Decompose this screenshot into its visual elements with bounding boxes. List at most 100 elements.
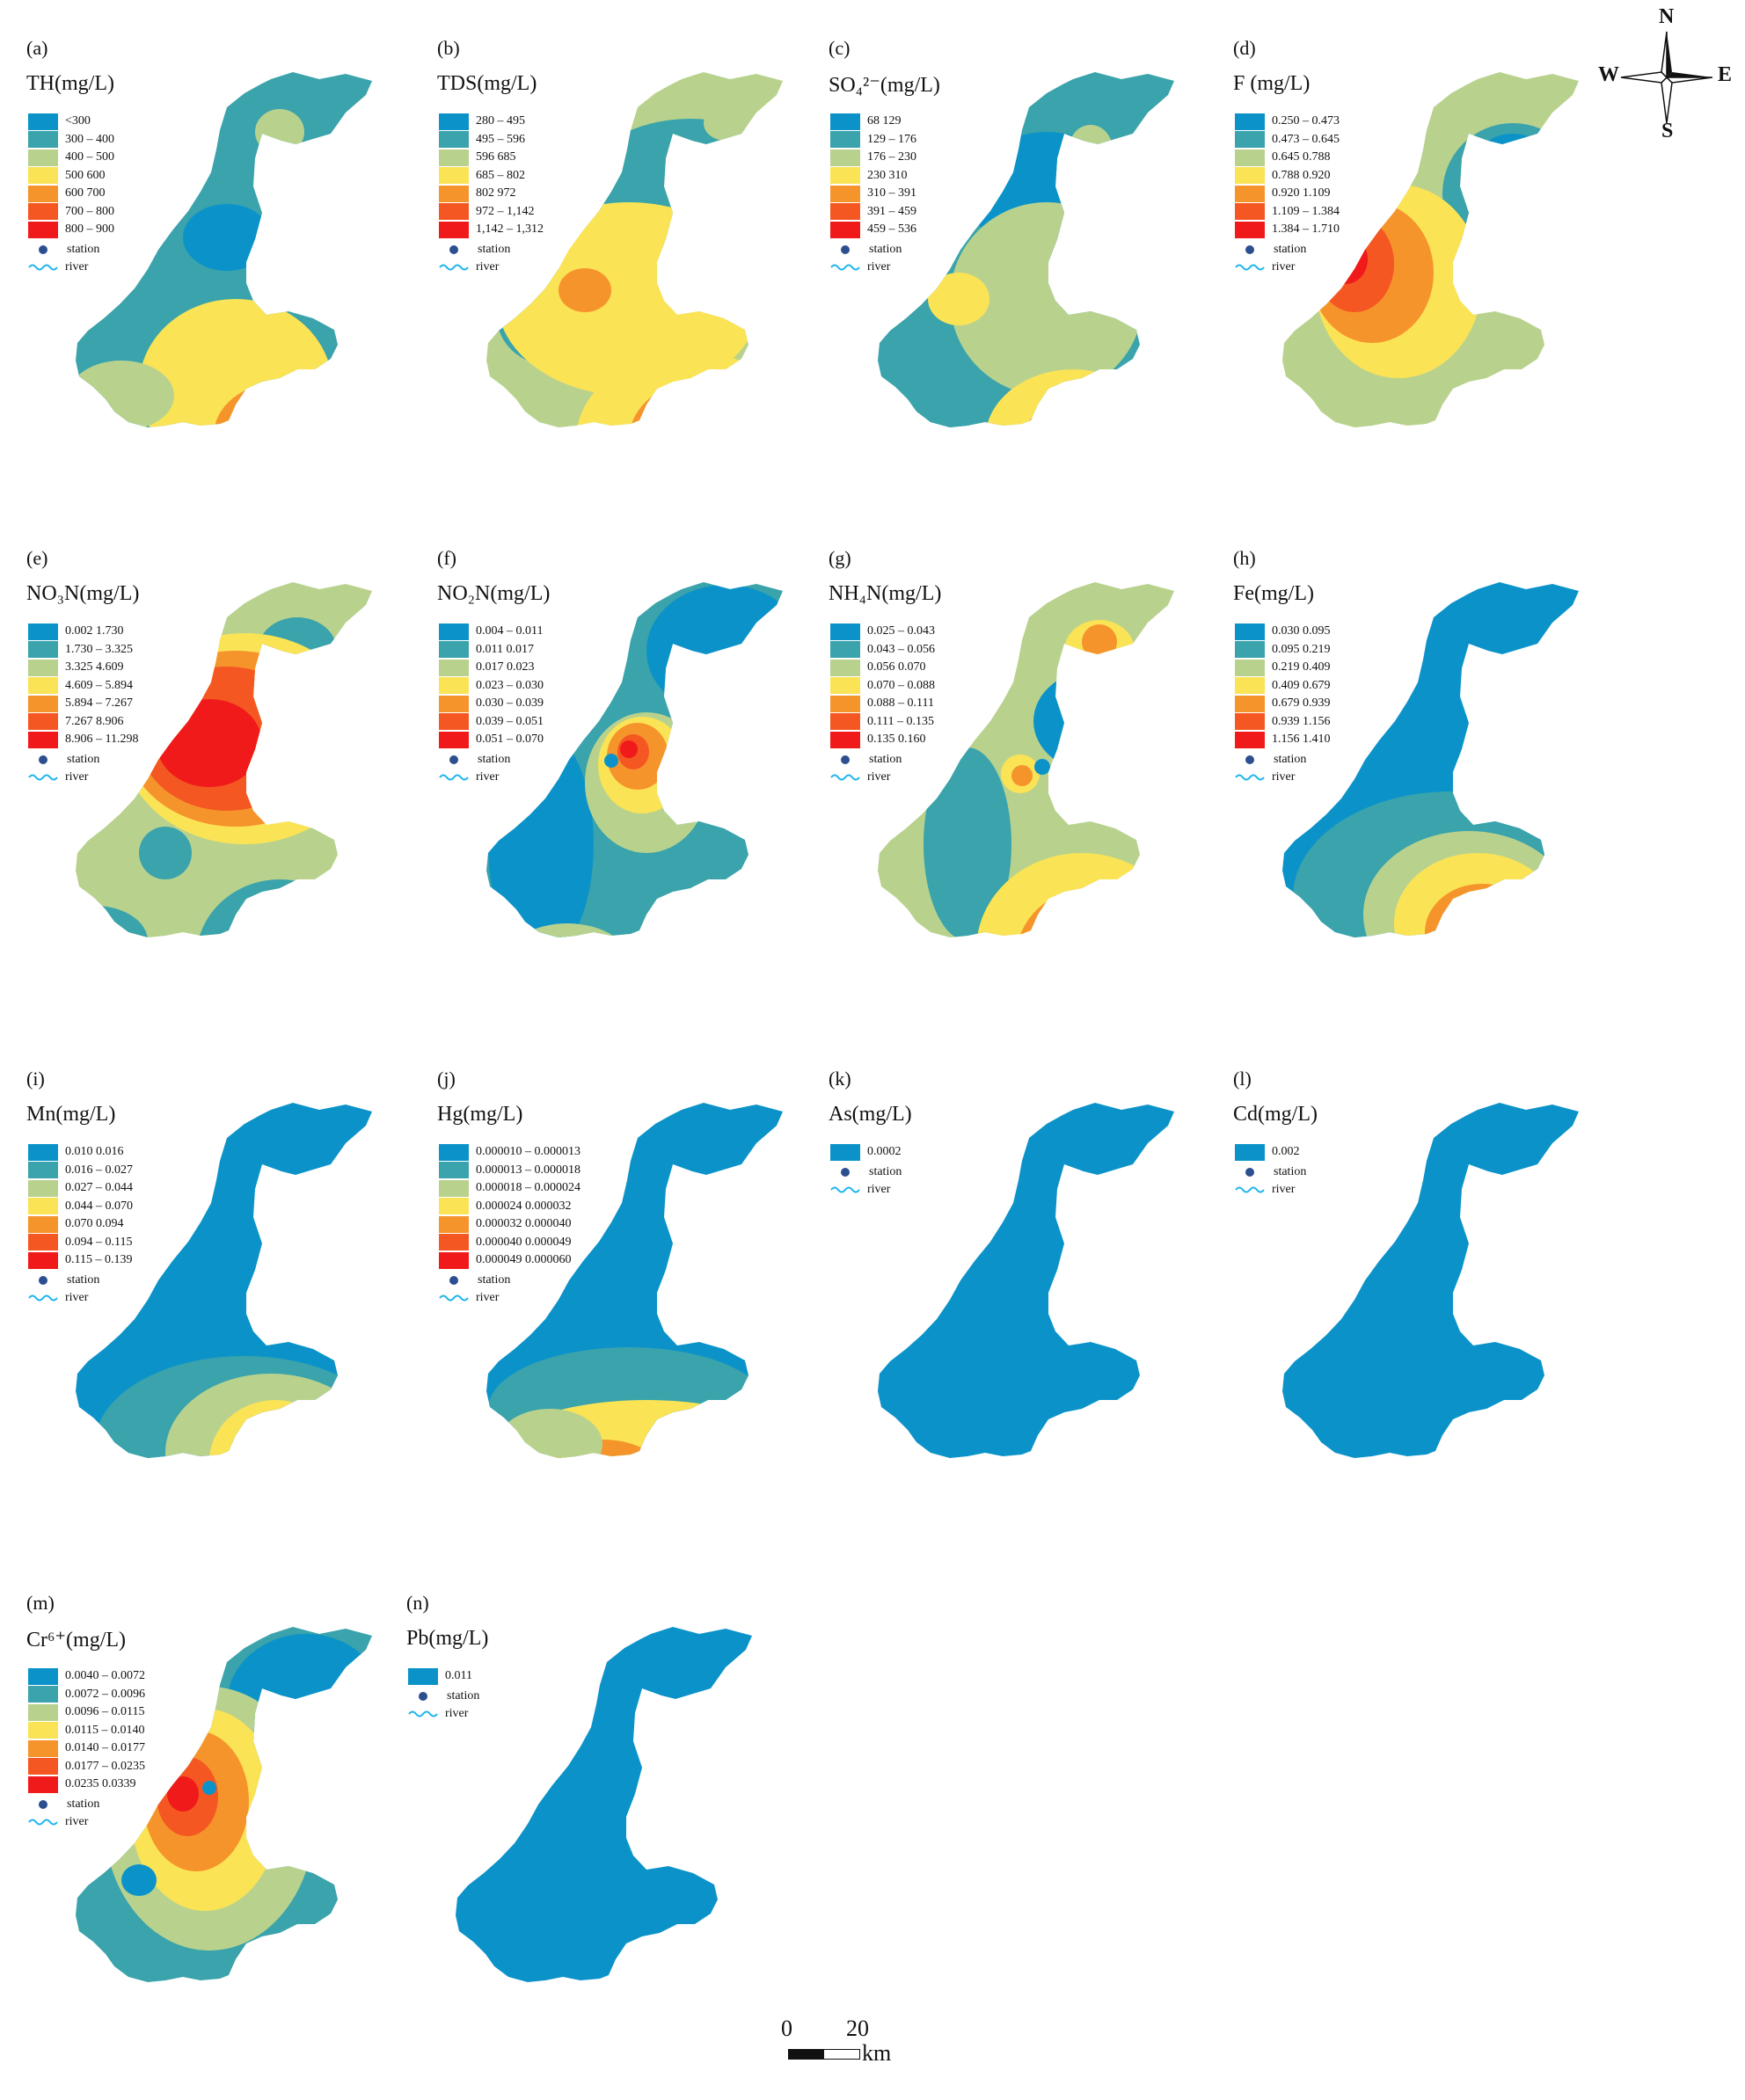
legend-range-label: 0.000032 0.000040	[476, 1217, 572, 1231]
map-panel-l: (l) Cd(mg/L) 0.002 station river	[1223, 1066, 1636, 1576]
choropleth-map-h	[1282, 582, 1579, 1024]
map-panel-c: (c) SO₄²⁻(mg/L) 68 129 129 – 176 176 – 230 23…	[818, 35, 1231, 545]
legend-swatch	[439, 731, 469, 748]
legend-row: 0.250 – 0.473	[1235, 113, 1340, 131]
legend-range-label: 0.000010 – 0.000013	[476, 1145, 580, 1159]
concentration-zone	[253, 424, 306, 427]
station-dot-icon	[1245, 244, 1254, 254]
legend-range-label: 5.894 – 7.267	[65, 696, 133, 711]
legend: <300 300 – 400 400 – 500 500 600 600 700 700 …	[28, 113, 114, 278]
legend: 0.010 0.016 0.016 – 0.027 0.027 – 0.044 0.0…	[28, 1143, 133, 1309]
concentration-zone	[1372, 981, 1425, 1024]
legend-range-label: 0.095 0.219	[1272, 642, 1331, 656]
legend-swatch	[830, 221, 860, 238]
legend-range-label: 0.0235 0.0339	[65, 1777, 136, 1791]
legend-range-label: 3.325 4.609	[65, 660, 124, 674]
map-panel-m: (m) Cr⁶⁺(mg/L) 0.0040 – 0.0072 0.0072 – 0.0…	[16, 1590, 429, 2100]
station-dot-icon	[39, 1275, 47, 1285]
legend: 68 129 129 – 176 176 – 230 230 310 310 – 391…	[830, 113, 916, 278]
legend: 0.002 station river	[1235, 1143, 1306, 1200]
legend-range-label: 0.115 – 0.139	[65, 1253, 133, 1267]
concentration-zone	[95, 941, 201, 1029]
concentration-zone	[924, 747, 1011, 937]
concentration-zone	[537, 963, 598, 1016]
legend-row: 8.906 – 11.298	[28, 731, 138, 749]
legend-swatch	[28, 185, 58, 202]
panel-label: (n)	[406, 1592, 429, 1614]
legend-station: station	[1235, 1162, 1306, 1183]
station-label: station	[869, 1164, 902, 1178]
legend-row: 0.088 – 0.111	[830, 695, 935, 713]
legend-swatch	[830, 149, 860, 166]
legend-row: 1.156 1.410	[1235, 731, 1331, 749]
concentration-zone	[1447, 901, 1526, 937]
concentration-zone	[1020, 396, 1143, 427]
legend-swatch	[830, 185, 860, 202]
concentration-zone	[76, 361, 174, 427]
panel-label: (d)	[1233, 37, 1256, 59]
legend-swatch	[439, 713, 469, 731]
legend-swatch	[830, 623, 860, 640]
legend-range-label: 1.384 – 1.710	[1272, 222, 1340, 237]
legend-row: 3.325 4.609	[28, 659, 138, 677]
legend-swatch	[28, 1776, 58, 1793]
concentration-zone	[1069, 125, 1113, 174]
legend-swatch	[439, 1162, 469, 1179]
legend-river: river	[1235, 257, 1340, 278]
panel-label: (i)	[26, 1068, 45, 1090]
station-dot-icon	[39, 244, 47, 254]
legend-row: 0.016 – 0.027	[28, 1162, 133, 1180]
legend-swatch	[439, 203, 469, 221]
legend-station: station	[1235, 239, 1340, 260]
legend-row: 972 – 1,142	[439, 203, 544, 222]
legend-station: station	[439, 239, 544, 260]
legend-row: 700 – 800	[28, 203, 114, 222]
legend-swatch	[439, 131, 469, 149]
concentration-zone	[1069, 937, 1130, 994]
legend-row: 7.267 8.906	[28, 713, 138, 732]
legend-range-label: 596 685	[476, 150, 516, 164]
legend-row: 0.0072 – 0.0096	[28, 1686, 145, 1704]
concentration-zone	[604, 754, 618, 768]
map-background-zone	[486, 1103, 783, 1458]
legend-row: 0.939 1.156	[1235, 713, 1331, 732]
concentration-zone	[646, 585, 783, 717]
concentration-zone	[497, 1409, 602, 1458]
legend-swatch	[439, 1234, 469, 1251]
legend-range-label: 0.0115 – 0.0140	[65, 1723, 145, 1737]
panel-title: SO₄²⁻(mg/L)	[829, 74, 940, 97]
legend-swatch	[28, 659, 58, 676]
concentration-zone	[209, 1400, 341, 1458]
legend-swatch	[439, 659, 469, 676]
concentration-zone	[576, 352, 783, 427]
panel-title: Fe(mg/L)	[1233, 582, 1314, 605]
legend-river: river	[1235, 767, 1331, 788]
legend-swatch	[28, 113, 58, 130]
concentration-zone	[501, 923, 633, 937]
legend-row: 0.679 0.939	[1235, 695, 1331, 713]
station-dot-icon	[449, 1275, 458, 1285]
legend-row: 280 – 495	[439, 113, 544, 131]
legend-river: river	[830, 767, 935, 788]
legend: 0.0040 – 0.0072 0.0072 – 0.0096 0.0096 – 0…	[28, 1667, 145, 1833]
legend-row: 1,142 – 1,312	[439, 221, 544, 239]
legend-row: 0.002	[1235, 1143, 1306, 1162]
legend-range-label: 0.939 1.156	[1272, 714, 1331, 728]
legend-row: 0.000032 0.000040	[439, 1215, 580, 1234]
legend-row: 0.004 – 0.011	[439, 623, 544, 641]
choropleth-map-b	[486, 72, 783, 427]
panel-title: NO₂N(mg/L)	[437, 582, 551, 605]
legend-station: station	[28, 1794, 145, 1815]
choropleth-map-n	[456, 1627, 752, 1982]
legend-row: 0.000013 – 0.000018	[439, 1162, 580, 1180]
legend-row: 68 129	[830, 113, 916, 131]
legend-river: river	[28, 767, 138, 788]
legend-range-label: 0.0040 – 0.0072	[65, 1669, 145, 1683]
scale-zero-label: 0	[781, 2016, 792, 2041]
legend-row: 0.000049 0.000060	[439, 1251, 580, 1270]
concentration-zone	[646, 1507, 682, 1539]
river-wave-icon	[28, 1294, 58, 1301]
panel-label: (f)	[437, 547, 456, 569]
legend-swatch	[1235, 113, 1265, 130]
concentration-zone	[121, 1488, 209, 1558]
